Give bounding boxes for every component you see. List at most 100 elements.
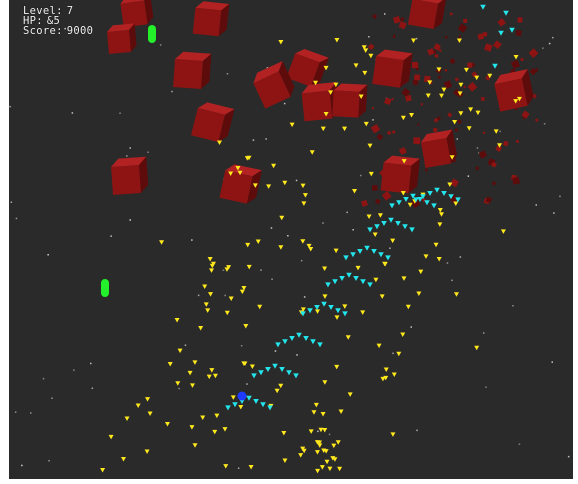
yellow-bullet-icon bbox=[438, 212, 444, 217]
star-dot-icon bbox=[110, 235, 112, 237]
cyan-bullets bbox=[225, 4, 515, 411]
yellow-bullet-icon bbox=[145, 397, 151, 402]
cyan-bullet-icon bbox=[503, 10, 509, 16]
cyan-bullet-icon bbox=[253, 399, 259, 404]
yellow-bullet-icon bbox=[352, 189, 358, 194]
yellow-bullet-icon bbox=[376, 343, 382, 349]
yellow-bullet-icon bbox=[323, 449, 329, 454]
red-cube-icon bbox=[173, 51, 212, 89]
star-dot-icon bbox=[191, 239, 193, 241]
yellow-bullet-icon bbox=[313, 402, 319, 408]
yellow-bullet-icon bbox=[206, 374, 212, 380]
star-dot-icon bbox=[415, 37, 418, 40]
yellow-bullet-icon bbox=[335, 440, 341, 445]
debris-fragment bbox=[510, 59, 521, 70]
star-dot-icon bbox=[542, 47, 544, 49]
yellow-bullet-icon bbox=[453, 292, 459, 297]
star-dot-icon bbox=[47, 254, 49, 256]
yellow-bullet-icon bbox=[209, 268, 215, 273]
cyan-bullet-icon bbox=[409, 227, 415, 233]
debris-fragment bbox=[478, 150, 488, 159]
cyan-bullet-icon bbox=[480, 4, 486, 10]
yellow-bullet-icon bbox=[439, 93, 445, 99]
cyan-bullet-icon bbox=[342, 311, 348, 317]
debris-fragment bbox=[371, 107, 374, 110]
yellow-bullet-icon bbox=[338, 409, 344, 414]
cyan-bullet-icon bbox=[335, 308, 341, 314]
debris-fragment bbox=[467, 62, 473, 68]
hud-level: Level: 7 bbox=[23, 5, 93, 17]
star-dot-icon bbox=[10, 201, 13, 203]
yellow-bullet-icon bbox=[437, 222, 443, 227]
debris-fragment bbox=[438, 48, 442, 52]
debris-fragment bbox=[399, 147, 407, 155]
star-dot-icon bbox=[296, 354, 298, 356]
yellow-bullet-icon bbox=[289, 122, 295, 128]
star-dot-icon bbox=[543, 123, 546, 125]
red-cube-icon bbox=[111, 156, 149, 195]
star-dot-icon bbox=[48, 460, 50, 462]
yellow-bullet-icon bbox=[212, 373, 218, 379]
yellow-bullet-icon bbox=[400, 115, 406, 121]
debris-fragment bbox=[515, 139, 520, 144]
star-dot-icon bbox=[346, 211, 348, 214]
cyan-bullet-icon bbox=[246, 395, 252, 401]
yellow-bullet-icon bbox=[487, 73, 493, 79]
debris-fragment bbox=[412, 79, 419, 86]
star-dot-icon bbox=[159, 44, 162, 46]
star-dot-icon bbox=[384, 13, 386, 15]
yellow-bullet-icon bbox=[390, 238, 396, 244]
yellow-bullet-icon bbox=[360, 310, 366, 315]
star-dot-icon bbox=[237, 467, 240, 469]
yellow-bullet-icon bbox=[244, 156, 250, 161]
debris-fragment bbox=[401, 88, 411, 97]
star-dot-icon bbox=[271, 278, 273, 280]
yellow-bullet-icon bbox=[248, 465, 254, 470]
debris-fragment bbox=[491, 181, 497, 186]
star-dot-icon bbox=[129, 219, 131, 221]
hud-hp: HP: &5 bbox=[23, 16, 93, 27]
score-value: 9000 bbox=[66, 25, 94, 37]
debris-fragment bbox=[376, 133, 384, 141]
star-dot-icon bbox=[287, 235, 289, 237]
cyan-bullet-icon bbox=[371, 249, 377, 254]
yellow-bullet-icon bbox=[124, 416, 130, 422]
cyan-bullet-icon bbox=[275, 342, 281, 348]
yellow-bullet-icon bbox=[108, 434, 114, 440]
star-dot-icon bbox=[476, 147, 479, 149]
yellow-bullet-icon bbox=[212, 429, 218, 435]
yellow-bullet-icon bbox=[334, 38, 340, 43]
star-dot-icon bbox=[51, 397, 53, 399]
cyan-bullet-icon bbox=[328, 305, 334, 310]
yellow-bullet-icon bbox=[255, 239, 261, 244]
yellow-bullet-icon bbox=[347, 392, 353, 397]
debris-fragment bbox=[528, 48, 539, 58]
debris-fragment bbox=[374, 198, 381, 205]
star-dot-icon bbox=[352, 229, 354, 231]
yellow-bullet-icon bbox=[208, 292, 214, 297]
debris-fragment bbox=[370, 123, 381, 134]
yellow-bullet-icon bbox=[401, 276, 407, 281]
yellow-bullet-icon bbox=[331, 443, 337, 449]
debris-fragment bbox=[384, 97, 392, 105]
yellow-bullet-icon bbox=[367, 143, 373, 149]
star-dot-icon bbox=[451, 279, 453, 282]
star-dot-icon bbox=[548, 42, 551, 45]
cyan-bullet-icon bbox=[260, 402, 266, 408]
cyan-bullet-icon bbox=[343, 255, 349, 261]
yellow-bullet-icon bbox=[333, 248, 339, 254]
debris-fragment bbox=[463, 85, 467, 89]
yellow-bullet-icon bbox=[382, 262, 388, 267]
cyan-bullet-icon bbox=[339, 276, 345, 281]
level-value: 7 bbox=[66, 5, 74, 17]
debris-fragment bbox=[491, 161, 497, 168]
star-dot-icon bbox=[42, 377, 45, 380]
star-dot-icon bbox=[499, 130, 501, 133]
game-viewport[interactable]: Level: 7 HP: &5 Score: 9000 bbox=[9, 0, 573, 479]
debris-fragment bbox=[391, 130, 396, 134]
star-dot-icon bbox=[303, 296, 306, 298]
hud-panel: Level: 7 HP: &5 Score: 9000 bbox=[23, 5, 94, 37]
yellow-bullet-icon bbox=[314, 450, 320, 455]
yellow-bullet-icon bbox=[342, 126, 348, 132]
cyan-bullet-icon bbox=[434, 187, 440, 193]
